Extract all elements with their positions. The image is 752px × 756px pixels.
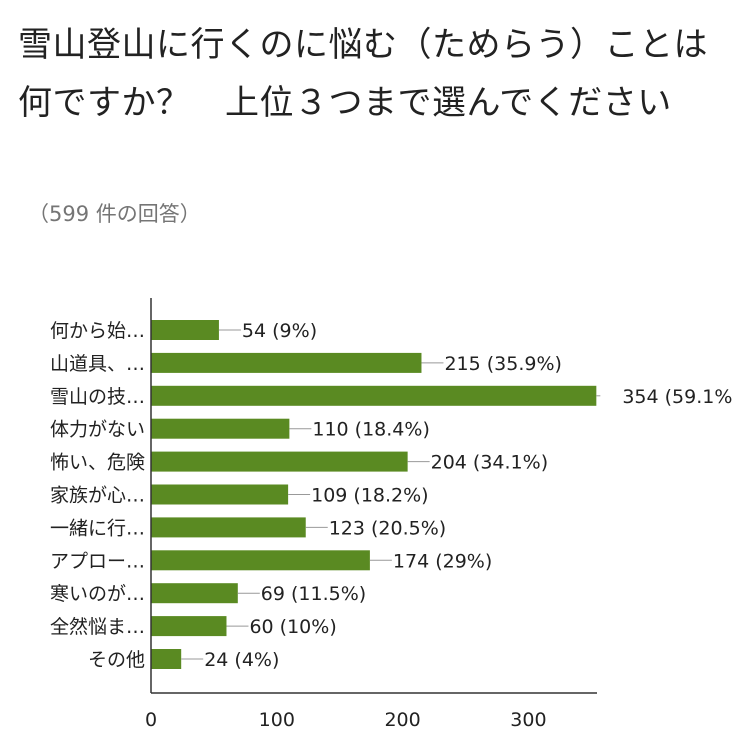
value-label: 69 (11.5%) [261, 583, 366, 605]
bar [151, 451, 408, 472]
bar [151, 418, 290, 439]
value-label: 215 (35.9%) [444, 353, 561, 375]
bar [151, 583, 238, 604]
value-label: 24 (4%) [204, 649, 279, 671]
x-tick-label: 300 [510, 709, 546, 731]
bar [151, 385, 597, 406]
value-label: 174 (29%) [393, 550, 492, 572]
category-label: 寒いのが… [50, 583, 145, 605]
axes-group: 0 100 200 300 [145, 298, 597, 731]
bar [151, 352, 422, 373]
category-label: 家族が心… [50, 485, 145, 507]
category-label: 体力がない [50, 419, 145, 441]
category-label: 全然悩ま… [50, 616, 145, 638]
bar [151, 517, 306, 538]
bar [151, 484, 289, 505]
value-label: 123 (20.5%) [329, 517, 447, 539]
bar [151, 550, 370, 571]
category-label: 何から始… [50, 320, 145, 342]
value-label: 204 (34.1%) [431, 452, 548, 474]
bar [151, 649, 182, 669]
response-count: （599 件の回答） [28, 202, 201, 226]
bar [151, 320, 219, 340]
category-label: アプロー… [50, 550, 145, 572]
category-label: 一緒に行… [50, 517, 145, 539]
x-tick-label: 200 [384, 709, 420, 731]
value-label: 110 (18.4%) [312, 419, 430, 441]
value-label: 54 (9%) [242, 320, 317, 342]
category-label: 怖い、危険 [50, 452, 145, 474]
bar [151, 616, 227, 637]
bars-group: 何から始… 54 (9%) 山道具、… 215 (35.9%) 雪山の技… 354 (59… [50, 320, 732, 671]
value-label: 60 (10%) [249, 616, 336, 638]
value-label: 109 (18.2%) [311, 485, 429, 507]
category-label: その他 [88, 649, 145, 671]
x-tick-label: 0 [145, 709, 157, 731]
value-label: 354 (59.1% [622, 386, 732, 408]
x-tick-label: 100 [259, 709, 295, 731]
category-label: 雪山の技… [50, 386, 145, 408]
category-label: 山道具、… [50, 353, 145, 375]
question-title: 雪山登山に行くのに悩む（ためらう）ことは何ですか？ 上位３つまで選んでください [18, 25, 708, 123]
